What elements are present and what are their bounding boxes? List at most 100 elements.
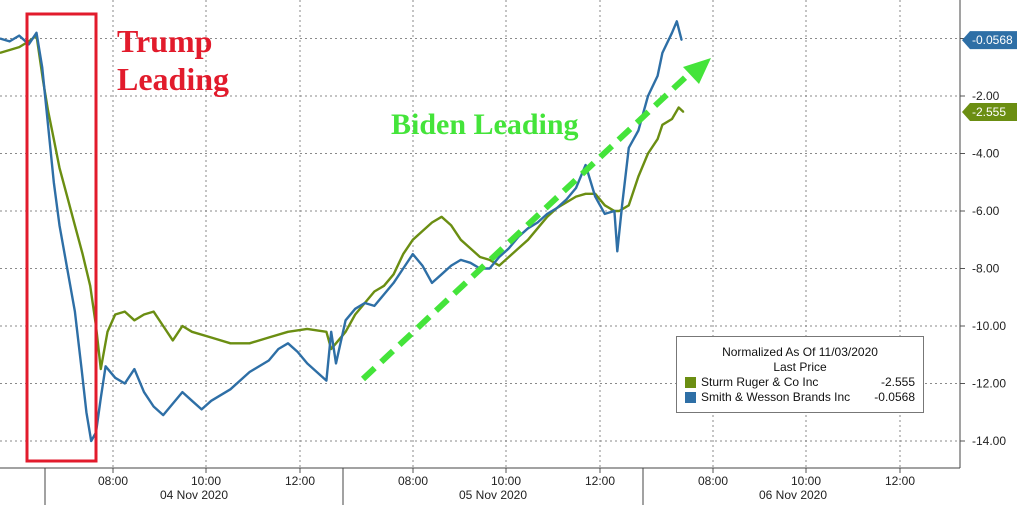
x-tick-label: 12:00 <box>585 474 615 488</box>
trump-highlight-box <box>25 12 98 463</box>
annotation-biden: Biden Leading <box>391 108 579 141</box>
y-axis-ticks: -2.00 -4.00 -6.00 -8.00 -10.00 -12.00 -14.00 <box>972 89 1006 448</box>
data-point <box>172 402 174 405</box>
data-point <box>152 310 155 313</box>
data-point <box>671 32 673 34</box>
data-point <box>440 273 443 276</box>
data-point <box>18 34 21 37</box>
data-point <box>556 207 558 209</box>
data-point <box>277 348 280 350</box>
y-tick-label: -2.00 <box>972 89 1000 103</box>
data-point <box>656 75 659 77</box>
data-point <box>450 224 453 227</box>
last-value-tags: -2.555 -0.0568 <box>962 31 1017 121</box>
data-point <box>325 379 328 382</box>
legend-swatch-ruger <box>685 377 696 388</box>
data-point <box>330 348 333 350</box>
data-point <box>508 256 510 258</box>
data-point <box>114 377 116 379</box>
data-point <box>106 331 109 333</box>
data-point <box>200 408 203 411</box>
data-point <box>584 164 587 166</box>
data-point <box>74 224 76 227</box>
x-axis-ticks: 08:00 10:00 12:00 08:00 10:00 12:00 08:00 10:00… <box>98 474 915 488</box>
series-line <box>0 20 683 443</box>
data-point <box>421 230 424 232</box>
data-point <box>498 264 501 267</box>
data-point <box>66 195 68 198</box>
legend-swatch-smith-wesson <box>685 392 696 403</box>
data-point <box>58 224 61 227</box>
data-point <box>100 397 102 399</box>
data-point <box>575 187 577 189</box>
data-point <box>460 239 462 241</box>
data-point <box>647 152 649 155</box>
y-tick-label: -12.00 <box>972 377 1006 391</box>
data-point <box>344 319 347 322</box>
data-point <box>546 216 548 218</box>
data-point <box>325 331 328 333</box>
last-value-tag: -0.0568 <box>962 31 1017 50</box>
x-tick-label: 12:00 <box>885 474 915 488</box>
data-point <box>268 359 270 362</box>
data-point <box>354 308 357 310</box>
data-point <box>162 325 164 327</box>
data-point <box>392 282 395 284</box>
data-point <box>383 285 385 287</box>
data-point <box>565 201 568 204</box>
data-point <box>0 37 1 40</box>
data-point <box>616 250 619 253</box>
data-point <box>412 253 414 255</box>
data-point <box>100 368 102 370</box>
data-point <box>53 181 55 184</box>
series-lines <box>0 20 685 443</box>
legend-label-ruger: Sturm Ruger & Co Inc <box>701 375 819 389</box>
data-point <box>431 221 433 224</box>
data-point <box>536 227 539 230</box>
axes <box>0 0 965 505</box>
data-point <box>488 267 491 270</box>
data-point <box>431 282 433 284</box>
data-point <box>229 342 232 345</box>
data-point <box>18 46 21 48</box>
data-point <box>143 391 145 393</box>
series-line <box>0 34 685 371</box>
data-point <box>335 342 337 345</box>
data-point <box>74 310 76 313</box>
data-point <box>440 216 443 218</box>
data-point <box>181 325 184 327</box>
data-point <box>85 411 88 414</box>
data-point <box>248 371 251 373</box>
data-point <box>152 405 155 408</box>
legend-row-smith-wesson: Smith & Wesson Brands Inc -0.0568 <box>677 390 923 405</box>
data-point <box>450 264 453 267</box>
last-value-tag-text: -2.555 <box>972 105 1006 119</box>
x-tick-label: 08:00 <box>398 474 428 488</box>
last-value-tag: -2.555 <box>962 102 1017 121</box>
data-point <box>143 313 145 316</box>
data-point <box>8 49 11 51</box>
data-point <box>114 313 116 316</box>
data-point <box>47 124 49 126</box>
data-point <box>53 138 55 140</box>
data-point <box>647 95 649 97</box>
data-point <box>661 52 664 54</box>
data-point <box>344 331 347 333</box>
data-point <box>248 342 251 345</box>
legend-title: Normalized As Of 11/03/2020 <box>722 345 878 359</box>
data-point <box>81 253 84 255</box>
data-point <box>330 331 333 333</box>
data-point <box>546 213 548 215</box>
y-tick-label: -4.00 <box>972 147 1000 161</box>
data-point <box>373 305 376 307</box>
data-point <box>306 328 309 330</box>
data-point <box>124 310 126 313</box>
data-point <box>373 290 376 293</box>
data-point <box>210 336 212 339</box>
data-point <box>181 391 184 393</box>
data-point <box>637 129 640 132</box>
data-point <box>469 262 472 264</box>
data-point <box>268 336 270 339</box>
data-point <box>575 195 577 198</box>
